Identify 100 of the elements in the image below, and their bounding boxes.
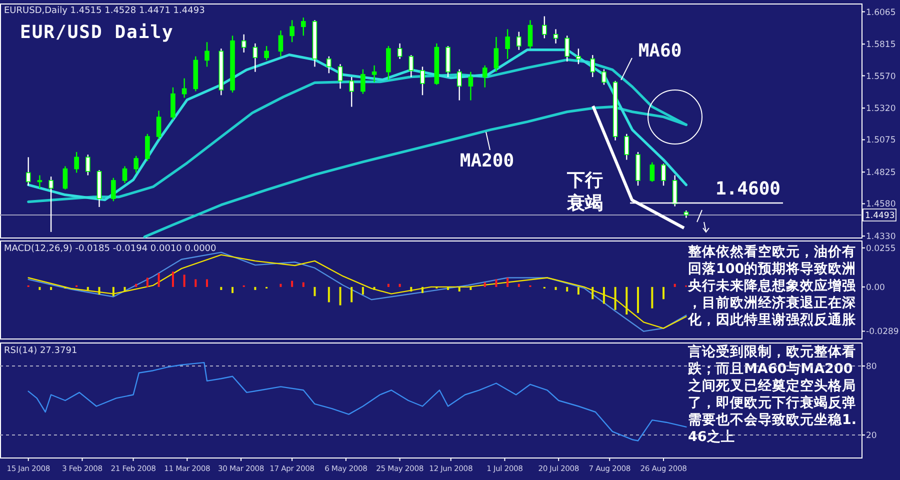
candlestick [37, 174, 42, 189]
candlestick [602, 68, 606, 86]
bar [124, 286, 126, 292]
bar [220, 286, 222, 290]
candlestick [542, 16, 547, 39]
candlestick [301, 16, 306, 36]
chart-subtitle: EURUSD,Daily 1.4515 1.4528 1.4471 1.4493 [4, 6, 205, 16]
bar [470, 286, 472, 290]
bar [410, 286, 412, 292]
bar [254, 286, 256, 290]
bar [291, 280, 294, 287]
bar [146, 278, 148, 287]
bar [506, 278, 509, 287]
candlestick [505, 28, 510, 60]
bar [339, 286, 342, 306]
bar [302, 282, 304, 287]
candlestick [278, 30, 284, 57]
bar [592, 286, 594, 300]
bar [447, 286, 450, 290]
bar [98, 286, 100, 295]
y-tick-label: 1.5815 [866, 40, 896, 50]
candlestick [48, 176, 54, 233]
candlestick [349, 76, 354, 108]
candlestick [397, 42, 402, 60]
bar [421, 286, 424, 294]
bar [112, 286, 114, 296]
annotation: MA200 [460, 150, 514, 172]
candlestick [494, 36, 499, 72]
bar [577, 286, 580, 295]
candlestick [516, 31, 522, 50]
bar [373, 286, 376, 290]
candlestick [326, 56, 332, 74]
chart-title: RSI(14) 27.3791 [4, 346, 78, 356]
bar [183, 274, 186, 287]
bar [484, 282, 486, 287]
y-tick-label: 0.0255 [866, 244, 896, 254]
y-tick-label: 1.4825 [866, 168, 896, 178]
bar [674, 284, 676, 287]
candlestick [182, 78, 187, 98]
candlestick [456, 68, 462, 101]
bar [280, 284, 282, 287]
bar [495, 279, 498, 287]
bar [662, 286, 665, 300]
bar [636, 286, 639, 313]
candlestick [576, 48, 581, 65]
candlestick [264, 45, 269, 61]
bar [566, 286, 568, 292]
bar [232, 286, 234, 294]
annotation: 1.4600 [715, 178, 781, 200]
bar [387, 284, 390, 287]
candlestick [420, 66, 425, 96]
candlestick [482, 64, 488, 88]
candlestick [86, 154, 90, 176]
candlestick [134, 155, 139, 174]
candlestick [650, 162, 655, 182]
ref-line-label: 1.4493 [865, 210, 895, 221]
candlestick [672, 174, 678, 207]
bar [398, 284, 401, 287]
y-tick-label: 1.4330 [866, 232, 896, 242]
candlestick [26, 156, 31, 186]
bar [458, 286, 460, 292]
y-tick-label: 1.5570 [866, 72, 896, 82]
bar [158, 273, 160, 287]
bar [135, 284, 138, 287]
chart-title: MACD(12,26,9) -0.0185 -0.0194 0.0010 0.0000 [4, 244, 217, 254]
bar [614, 286, 616, 310]
text: EUR/USD Daily [20, 22, 174, 43]
candlestick [661, 163, 666, 186]
line-series [28, 362, 687, 442]
candlestick [252, 42, 258, 72]
annotation: MA60 [638, 40, 682, 62]
bar [206, 279, 208, 287]
candlestick [145, 133, 150, 162]
bar [172, 272, 174, 287]
bar [328, 286, 330, 302]
candlestick [528, 20, 533, 50]
candlestick [553, 28, 558, 44]
candlestick [122, 166, 128, 184]
candlestick [156, 110, 162, 140]
y-tick-label: 20 [866, 431, 877, 441]
y-tick-label: 1.5075 [866, 136, 896, 146]
y-tick-label: 1.4580 [866, 200, 896, 210]
y-tick-label: 1.6065 [866, 8, 896, 18]
candlestick [590, 54, 596, 78]
bar [518, 284, 520, 287]
candlestick [386, 45, 391, 80]
candlestick [170, 86, 176, 120]
y-tick-label: 80 [866, 362, 877, 372]
bar [554, 286, 557, 290]
candlestick [111, 177, 116, 202]
bar [602, 286, 605, 304]
bar [350, 286, 353, 302]
y-tick-label: 1.5320 [866, 104, 896, 114]
bar [38, 286, 41, 290]
candlestick [290, 20, 294, 43]
bar [194, 279, 197, 287]
bar [362, 286, 364, 295]
candlestick [564, 35, 570, 62]
bar [651, 286, 654, 308]
candlestick [624, 133, 630, 160]
